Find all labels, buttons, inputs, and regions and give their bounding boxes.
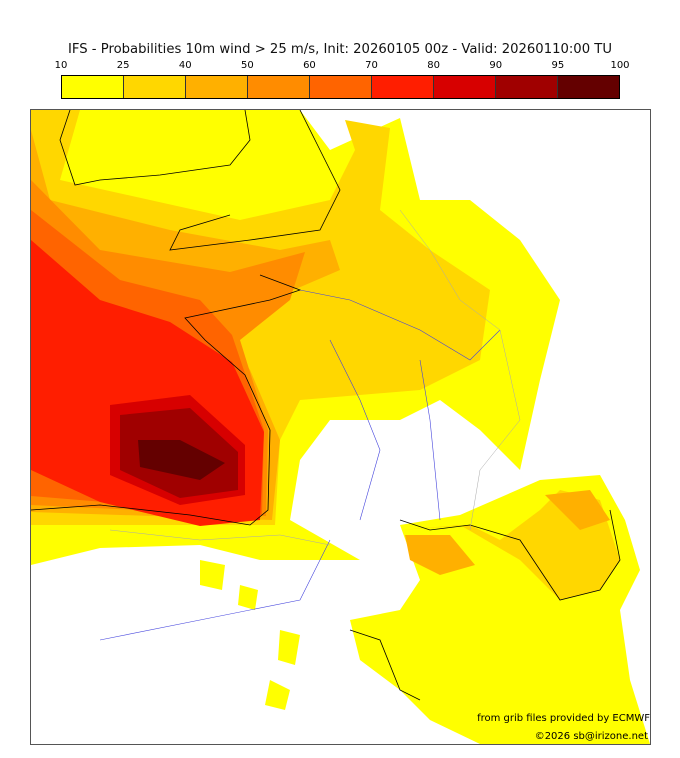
colorbar-tick-label: 40 bbox=[178, 60, 192, 71]
colorbar bbox=[61, 75, 620, 99]
prob-area-25-east bbox=[400, 490, 620, 600]
source-credit: from grib files provided by ECMWF bbox=[477, 713, 650, 724]
colorbar-tick-label: 60 bbox=[303, 60, 316, 71]
probability-map: from grib files provided by ECMWF ©2026 … bbox=[30, 109, 651, 745]
colorbar-tick-label: 95 bbox=[551, 60, 565, 71]
colorbar-tick-label: 10 bbox=[54, 60, 68, 71]
coastlines bbox=[30, 109, 621, 701]
prob-area-40-east bbox=[405, 490, 610, 575]
colorbar-ticks: 10 25 40 50 60 70 80 90 95 100 bbox=[0, 60, 680, 74]
copyright-credit: ©2026 sb@irizone.net bbox=[534, 731, 648, 742]
colorbar-segment bbox=[434, 76, 496, 98]
colorbar-tick-label: 80 bbox=[427, 60, 441, 71]
colorbar-tick-label: 90 bbox=[489, 60, 503, 71]
colorbar-tick-label: 70 bbox=[365, 60, 378, 71]
colorbar-segment bbox=[496, 76, 558, 98]
colorbar-tick-label: 100 bbox=[610, 60, 630, 71]
colorbar-segment bbox=[186, 76, 248, 98]
colorbar-segment bbox=[62, 76, 124, 98]
colorbar-segment bbox=[310, 76, 372, 98]
colorbar-segment bbox=[372, 76, 434, 98]
colorbar-tick-label: 25 bbox=[116, 60, 130, 71]
map-title: IFS - Probabilities 10m wind > 25 m/s, I… bbox=[68, 42, 612, 57]
colorbar-segment bbox=[558, 76, 619, 98]
rivers bbox=[99, 289, 501, 641]
prob-area-95 bbox=[138, 440, 225, 480]
map-canvas bbox=[30, 109, 650, 744]
colorbar-segment bbox=[124, 76, 186, 98]
colorbar-segment bbox=[248, 76, 310, 98]
prob-area-10-spots bbox=[200, 560, 300, 710]
colorbar-tick-label: 50 bbox=[240, 60, 254, 71]
borders bbox=[109, 209, 521, 546]
